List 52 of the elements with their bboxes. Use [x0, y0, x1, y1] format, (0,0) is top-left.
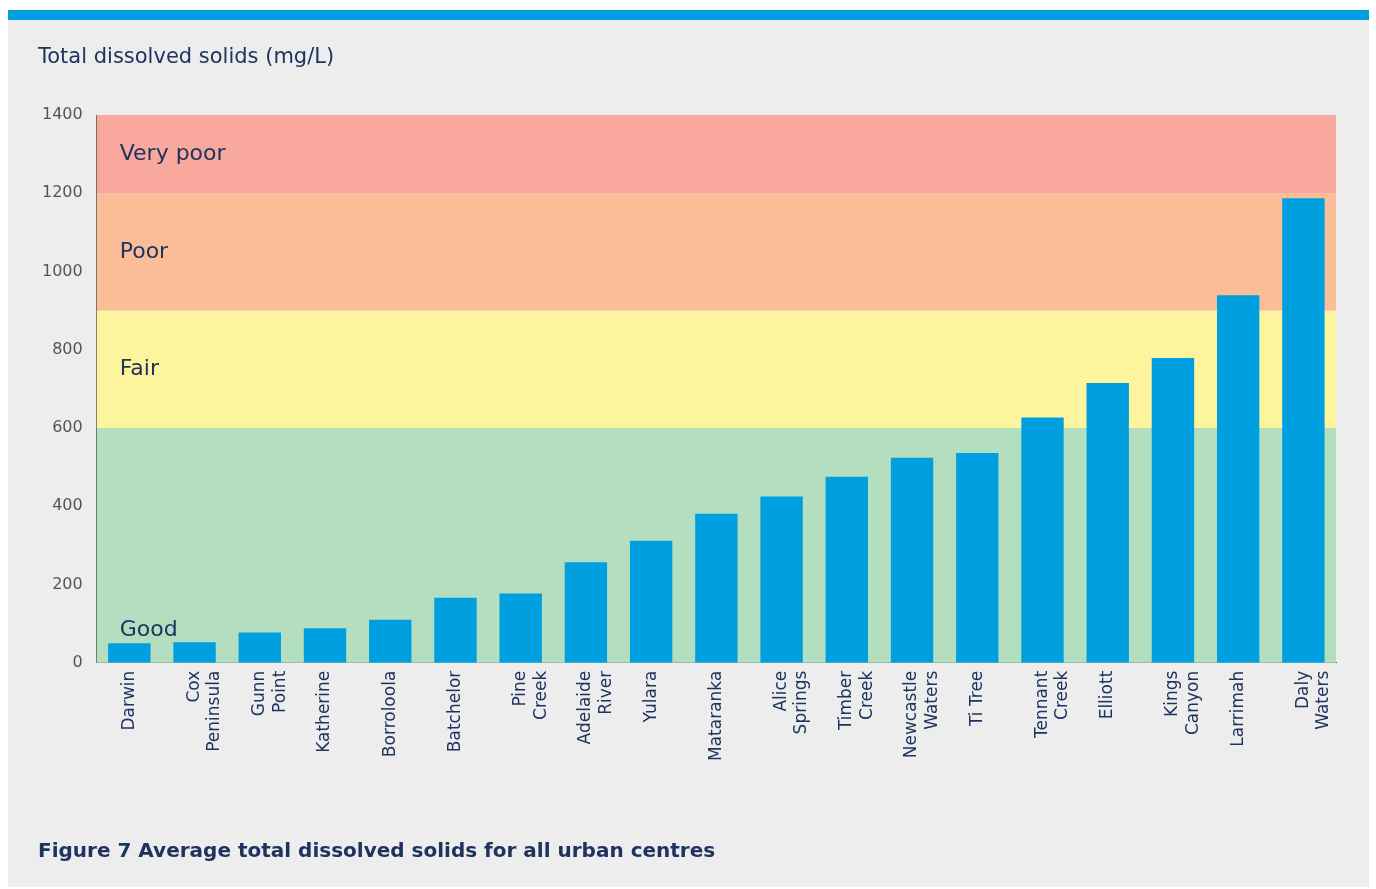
caption: Figure 7 Average total dissolved solids for all urban centres [38, 838, 716, 862]
bar [499, 593, 542, 663]
bar [890, 457, 934, 663]
bar [173, 642, 216, 663]
bar [956, 453, 999, 663]
bar [695, 513, 738, 663]
y-tick-label: 600 [52, 417, 83, 437]
bar [303, 628, 347, 663]
y-tick-label: 800 [52, 338, 83, 358]
bar [434, 597, 477, 663]
bar [1021, 417, 1064, 663]
x-tick-label: Daly Waters [1291, 670, 1333, 730]
bar [1216, 295, 1260, 663]
y-axis-title: Total dissolved solids (mg/L) [38, 44, 335, 68]
bar [369, 619, 412, 663]
x-tick-label: Pine Creek [509, 670, 550, 720]
x-tick-label: Katherine [313, 670, 334, 753]
x-tick-label: Kings Canyon [1161, 670, 1202, 735]
band-label: Fair [119, 355, 160, 380]
x-tick-label: Adelaide River [574, 670, 615, 745]
x-tick-label: Newcastle Waters [900, 670, 941, 759]
x-tick-label: Mataranka [704, 670, 725, 761]
bar [1282, 198, 1325, 663]
band-label: Poor [119, 237, 170, 263]
bar [760, 496, 803, 663]
x-tick-label: Batchelor [443, 670, 464, 753]
x-tick-label: Timber Creek [835, 670, 876, 732]
x-tick-label: Elliott [1096, 670, 1117, 720]
x-tick-label: Borroloola [378, 670, 399, 758]
band-label: Very poor [119, 139, 227, 165]
x-tick-label: Darwin [117, 670, 138, 731]
band-label: Good [119, 615, 178, 641]
x-tick-label: Gunn Point [248, 670, 289, 717]
bar [629, 540, 673, 663]
bar [564, 562, 608, 663]
x-tick-label: Alice Springs [770, 670, 811, 735]
x-tick-label: Tennant Creek [1030, 670, 1072, 740]
bar [108, 643, 151, 663]
y-tick-label: 1000 [42, 260, 83, 280]
x-tick-label: Larrimah [1226, 670, 1247, 747]
bar [238, 632, 281, 663]
y-tick-label: 200 [52, 573, 83, 593]
y-tick-label: 400 [52, 495, 83, 515]
x-tick-label: Ti Tree [965, 670, 986, 728]
bar [1086, 382, 1129, 663]
y-tick-label: 0 [72, 651, 83, 671]
x-tick-label: Cox Peninsula [182, 670, 224, 752]
bar [825, 476, 869, 663]
x-tick-label: Yulara [639, 670, 660, 724]
y-tick-label: 1400 [42, 104, 83, 124]
bar [1151, 357, 1195, 663]
y-tick-label: 1200 [42, 182, 83, 202]
